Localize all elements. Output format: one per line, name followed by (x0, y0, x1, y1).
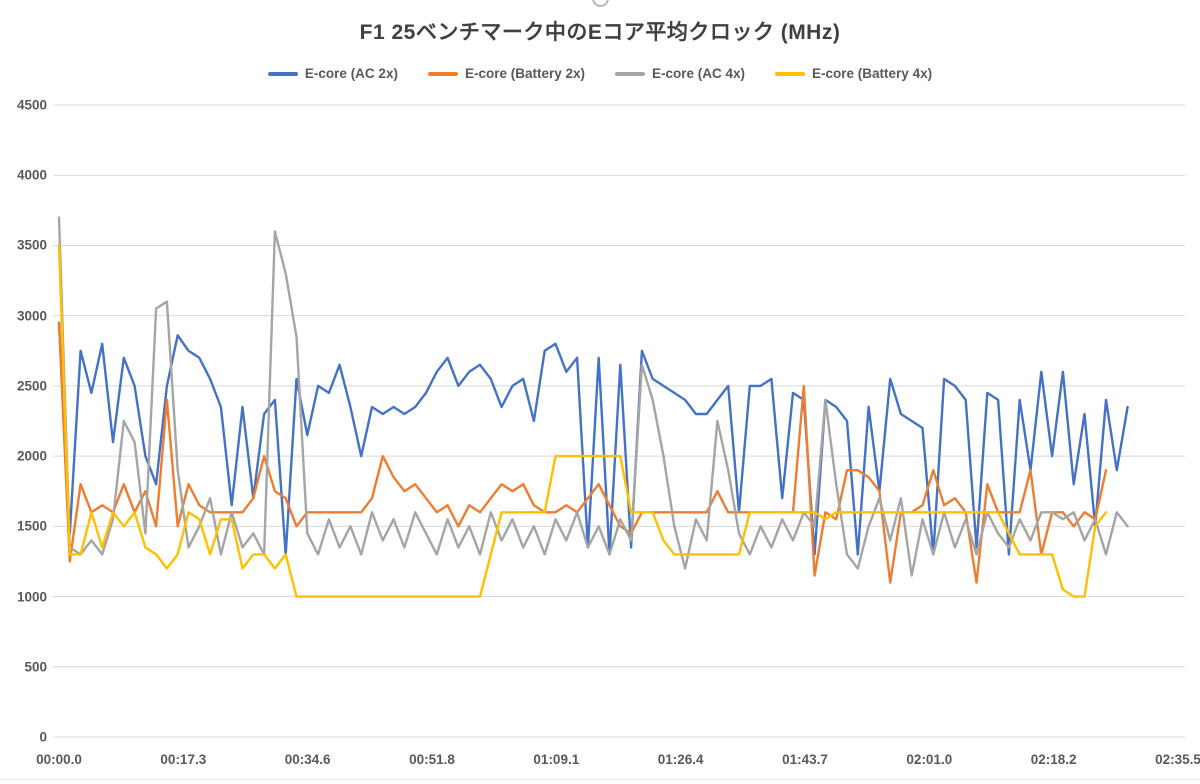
x-axis-tick-label: 02:18.2 (1030, 752, 1077, 767)
y-axis-tick-label: 1500 (16, 518, 47, 534)
x-axis-tick-label: 02:01.0 (906, 752, 953, 767)
x-axis-tick-label: 02:35.5 (1155, 752, 1200, 767)
legend-item-battery-2x: E-core (Battery 2x) (427, 66, 585, 81)
legend-item-ac-2x: E-core (AC 2x) (267, 66, 398, 81)
legend-label: E-core (Battery 4x) (812, 66, 933, 81)
x-axis-tick-label: 00:17.3 (160, 752, 207, 767)
y-axis-tick-label: 3500 (16, 237, 47, 253)
chart-legend: E-core (AC 2x) E-core (Battery 2x) E-cor… (0, 66, 1200, 81)
series-line-e-core-ac-2x (57, 321, 1129, 556)
legend-label: E-core (AC 4x) (652, 66, 746, 81)
x-axis-tick-label: 00:34.6 (284, 752, 331, 767)
y-axis-tick-label: 0 (39, 729, 47, 745)
y-axis-tick-label: 4000 (16, 167, 47, 183)
series-line-e-core-battery-4x (57, 244, 1108, 598)
x-axis-tick-label: 01:43.7 (782, 752, 828, 767)
x-axis-tick-label: 00:51.8 (409, 752, 455, 767)
legend-label: E-core (AC 2x) (304, 66, 398, 81)
legend-line-swatch-yellow (775, 71, 806, 76)
series-line-e-core-battery-2x (57, 321, 1108, 584)
legend-line-swatch-gray (615, 71, 645, 76)
y-axis-tick-label: 4500 (16, 97, 47, 113)
y-axis-tick-label: 500 (24, 659, 47, 675)
bottom-divider-line (0, 779, 1200, 780)
x-axis-tick-label: 01:26.4 (657, 752, 704, 767)
legend-item-battery-4x: E-core (Battery 4x) (775, 66, 932, 81)
x-axis-tick-label: 01:09.1 (533, 752, 580, 767)
y-axis-tick-label: 3000 (16, 308, 47, 324)
y-axis-tick-label: 1000 (16, 589, 47, 605)
legend-line-swatch-blue (267, 71, 298, 76)
legend-line-swatch-orange (427, 71, 458, 76)
chart-title: F1 25ベンチマーク中のEコア平均クロック (MHz) (359, 21, 841, 44)
legend-label: E-core (Battery 2x) (464, 66, 585, 81)
legend-item-ac-4x: E-core (AC 4x) (615, 66, 745, 81)
series-line-e-core-ac-4x (57, 216, 1129, 577)
y-axis-tick-label: 2500 (16, 378, 47, 394)
y-axis-tick-label: 2000 (16, 448, 47, 464)
x-axis-tick-label: 00:00.0 (36, 752, 82, 767)
